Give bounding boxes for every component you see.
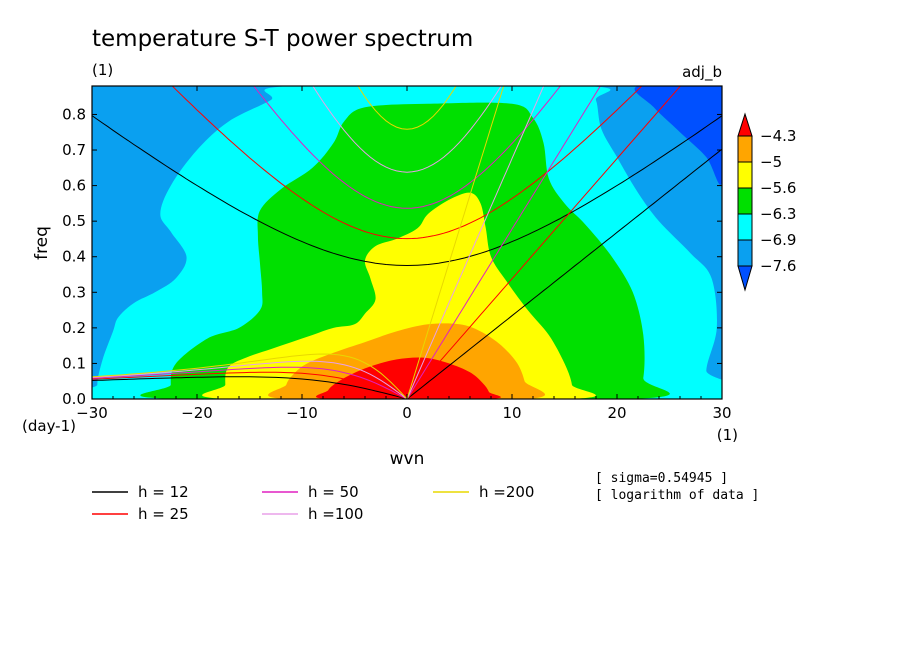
y-unit-label: (day-1) (22, 417, 76, 435)
colorbar-min-arrow (737, 265, 753, 292)
legend-label: h = 25 (138, 505, 189, 523)
rossby-curve (92, 366, 408, 399)
kelvin-curve (406, 86, 545, 399)
kelvin-curve (406, 86, 601, 399)
x-tick-label: −20 (181, 404, 213, 422)
y-tick-label: 0.1 (62, 354, 86, 372)
contour-band (634, 86, 722, 185)
colorbar-label: −7.6 (760, 257, 796, 275)
kelvin-curve (406, 86, 682, 399)
legend-label: h =100 (308, 505, 363, 523)
colorbar-label: −5.6 (760, 179, 796, 197)
y-tick-label: 0.5 (62, 212, 86, 230)
subtitle-left: (1) (92, 61, 113, 79)
subtitle-right: adj_b (682, 63, 722, 82)
kelvin-curve (406, 148, 722, 399)
y-tick-label: 0.4 (62, 248, 86, 266)
x-tick-label: −30 (76, 404, 108, 422)
legend-label: h = 12 (138, 483, 189, 501)
rossby-curve (92, 360, 408, 399)
x-unit-label: (1) (717, 426, 738, 444)
y-tick-label: 0.8 (62, 105, 86, 123)
inertia-gravity-curve (171, 86, 643, 240)
note-log: [ logarithm of data ] (595, 488, 759, 503)
rossby-curve (92, 371, 408, 399)
legend-label: h =200 (479, 483, 534, 501)
colorbar-segment (737, 135, 753, 163)
y-axis-label: freq (32, 226, 52, 260)
legend-label: h = 50 (308, 483, 359, 501)
chart-title: temperature S-T power spectrum (92, 26, 473, 52)
colorbar-max-arrow (737, 112, 753, 137)
inertia-gravity-curve (92, 115, 722, 267)
contour-band (316, 357, 501, 399)
note-sigma: [ sigma=0.54945 ] (595, 471, 728, 486)
dispersion-curves (92, 86, 722, 399)
colorbar-label: −5 (760, 153, 782, 171)
colorbar-label: −6.9 (760, 231, 796, 249)
rossby-curve (92, 353, 408, 399)
colorbar-label: −6.3 (760, 205, 796, 223)
x-tick-label: 0 (402, 404, 412, 422)
colorbar-segment (737, 213, 753, 241)
colorbar-label: −4.3 (760, 127, 796, 145)
legend: h = 12 h = 25 h = 50 h =100 h =200 (92, 483, 534, 523)
rossby-curve (92, 376, 408, 399)
inertia-gravity-curve (312, 86, 502, 173)
inertia-gravity-curve (253, 86, 561, 209)
x-tick-label: −10 (286, 404, 318, 422)
colorbar-segment (737, 161, 753, 189)
y-tick-label: 0.7 (62, 141, 86, 159)
kelvin-curve (406, 86, 505, 399)
y-tick-label: 0.6 (62, 177, 86, 195)
y-tick-label: 0.3 (62, 283, 86, 301)
colorbar: −4.3 −5 −5.6 −6.3 −6.9 −7.6 (737, 112, 796, 292)
inertia-gravity-curve (357, 86, 457, 130)
x-tick-label: 20 (607, 404, 626, 422)
colorbar-segment (737, 187, 753, 215)
y-tick-label: 0.0 (62, 390, 86, 408)
x-tick-label: 30 (712, 404, 731, 422)
colorbar-segment (737, 239, 753, 267)
contour-fills (92, 86, 722, 399)
x-tick-label: 10 (502, 404, 521, 422)
y-tick-label: 0.2 (62, 319, 86, 337)
x-axis-label: wvn (390, 449, 425, 469)
axis-ticks: −30 −20 −10 0 10 20 30 0.0 0.1 0.2 0.3 0.4 0.5 0.6 0.7… (62, 86, 732, 422)
